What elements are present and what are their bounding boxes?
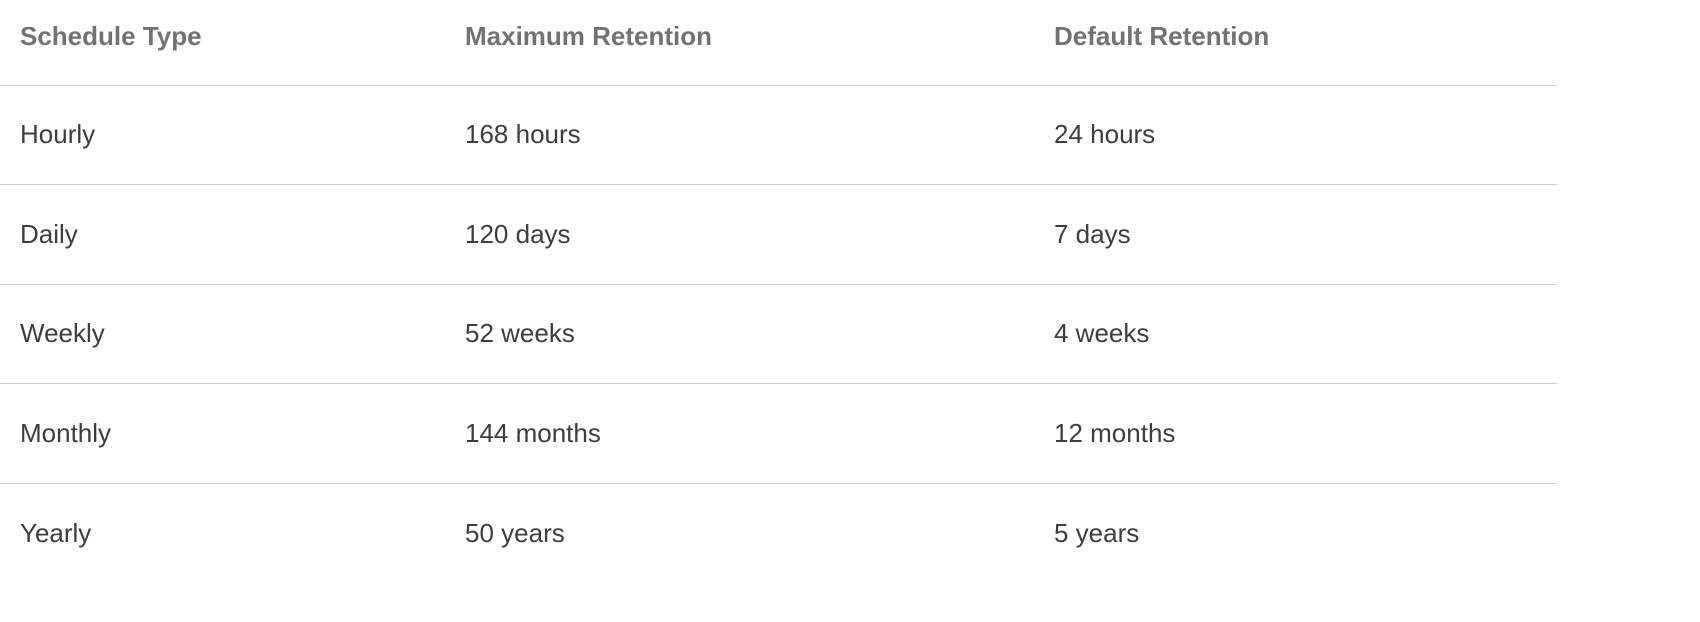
header-maximum-retention: Maximum Retention [445, 0, 1034, 86]
table-row: Hourly 168 hours 24 hours [0, 85, 1557, 185]
retention-table: Schedule Type Maximum Retention Default … [0, 0, 1557, 583]
table-header: Schedule Type Maximum Retention Default … [0, 0, 1557, 86]
header-row: Schedule Type Maximum Retention Default … [0, 0, 1557, 86]
table-row: Monthly 144 months 12 months [0, 383, 1557, 484]
cell-schedule-type: Weekly [0, 284, 445, 384]
cell-default-retention: 5 years [1054, 517, 1140, 548]
cell-default-retention: 7 days [1034, 184, 1557, 285]
cell-maximum-retention: 120 days [445, 184, 1034, 285]
table-row: Yearly 50 years 5 years [0, 483, 1557, 583]
cell-default-retention: 4 weeks [1034, 284, 1557, 384]
cell-maximum-retention: 50 years [465, 517, 565, 548]
cell-schedule-type: Daily [0, 184, 445, 285]
cell-maximum-retention: 168 hours [445, 85, 1034, 185]
cell-maximum-retention: 144 months [445, 383, 1034, 484]
cell-default-retention: 12 months [1034, 383, 1557, 484]
cell-schedule-type: Monthly [0, 383, 445, 484]
cell-schedule-type: Yearly [20, 517, 92, 548]
table-row: Daily 120 days 7 days [0, 184, 1557, 285]
cell-maximum-retention: 52 weeks [445, 284, 1034, 384]
table-body: Hourly 168 hours 24 hours Daily 120 days… [0, 85, 1557, 583]
cell-default-retention: 24 hours [1034, 85, 1557, 185]
retention-table-container: Schedule Type Maximum Retention Default … [0, 0, 1557, 583]
header-default-retention: Default Retention [1034, 0, 1557, 86]
table-row: Weekly 52 weeks 4 weeks [0, 284, 1557, 384]
header-schedule-type: Schedule Type [0, 0, 445, 86]
cell-schedule-type: Hourly [0, 85, 445, 185]
